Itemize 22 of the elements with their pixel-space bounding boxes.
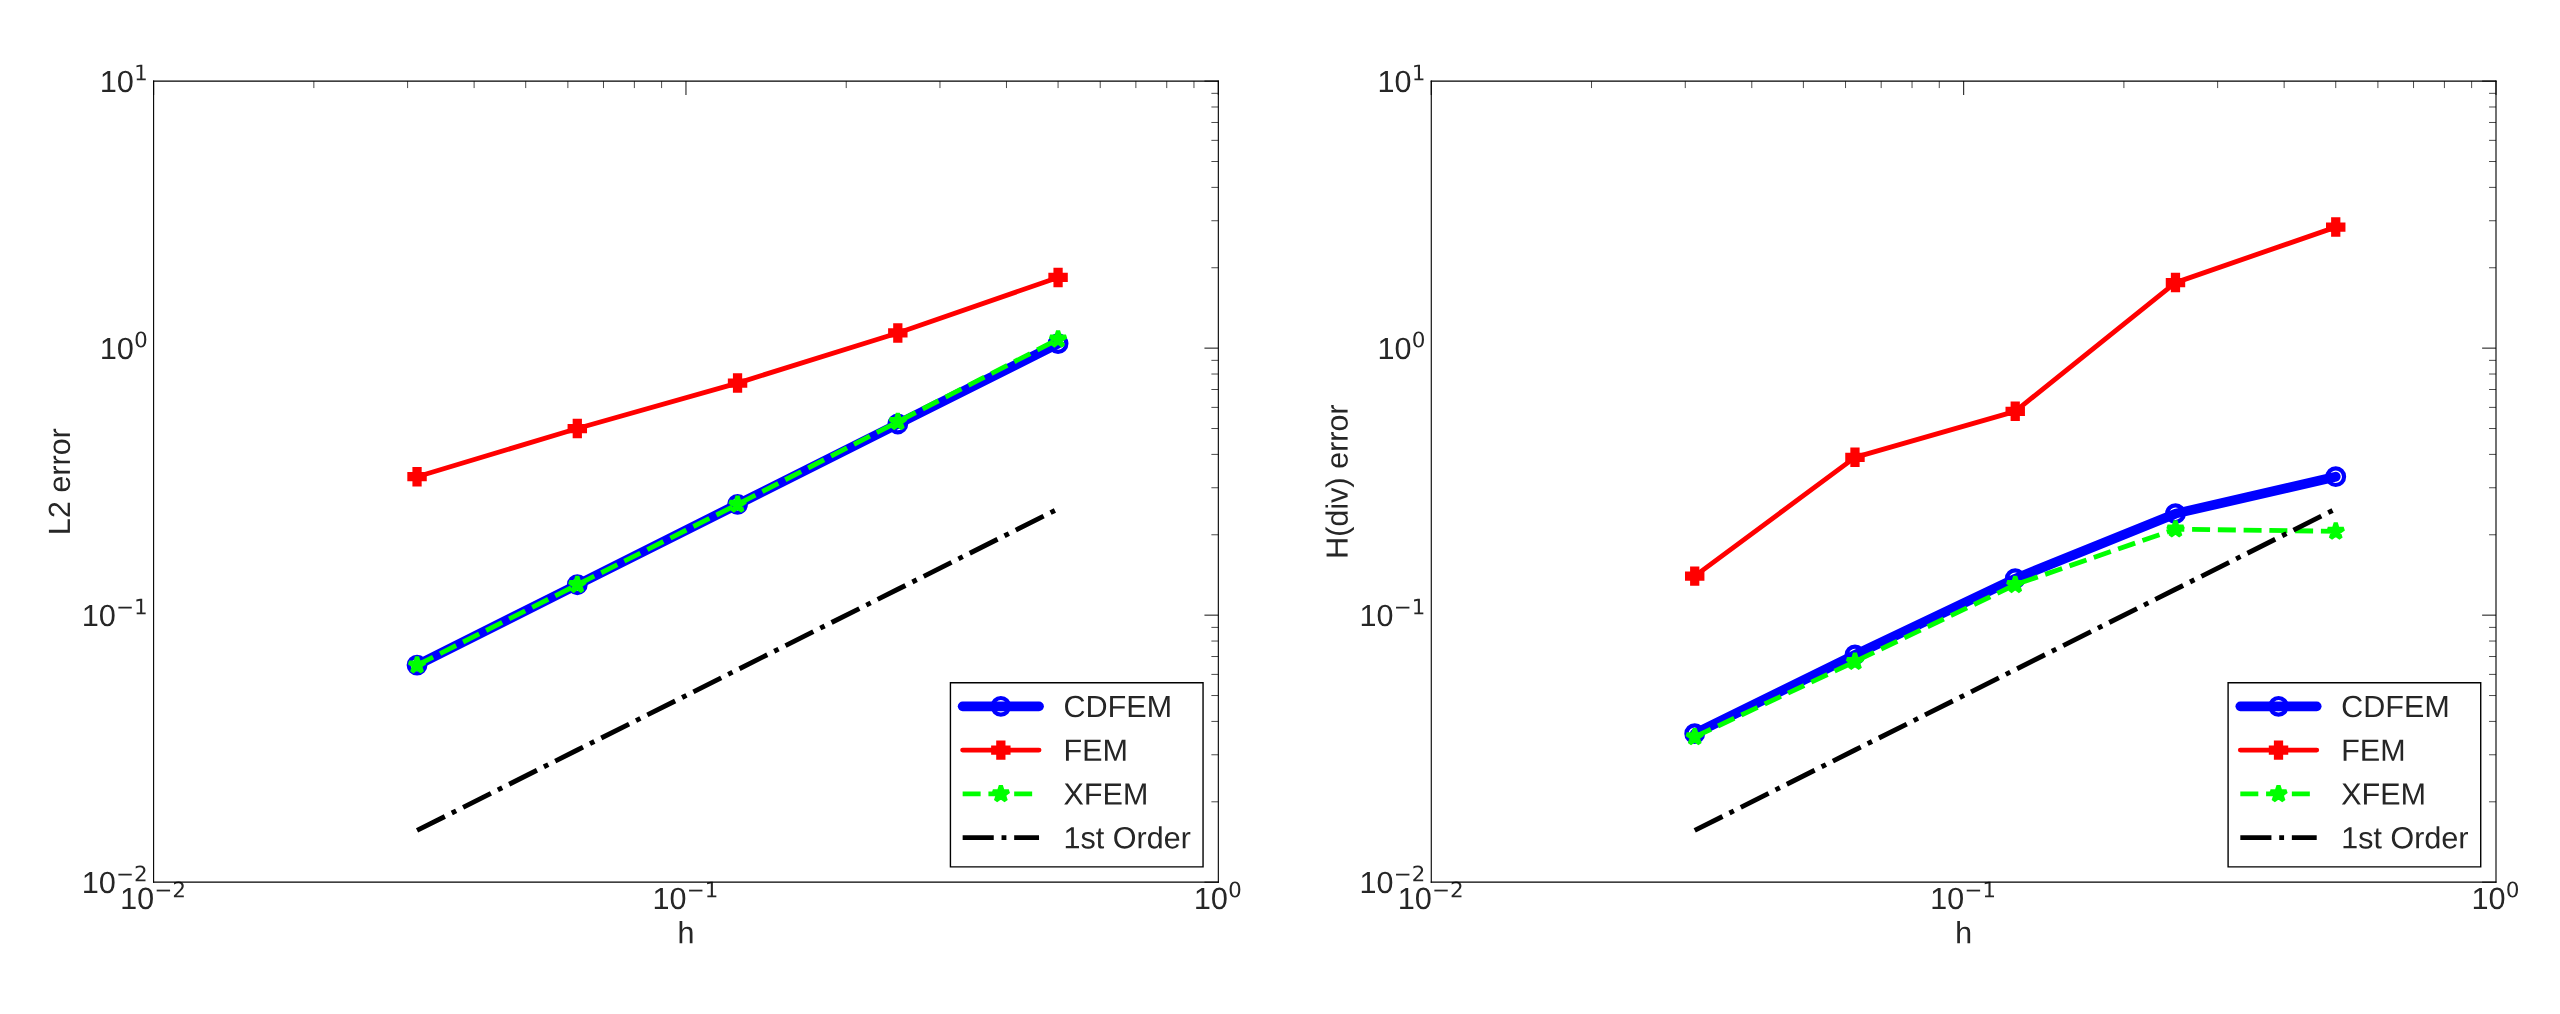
y-tick-label: 10$^{0}$ — [1379, 331, 1424, 360]
x-tick-label: 10$^{−1}$ — [654, 881, 717, 910]
legend-label: 1st Order — [2343, 826, 2468, 849]
legend-label: FEM — [1065, 739, 1126, 761]
legend-label: CDFEM — [1065, 695, 1170, 718]
y-tick-label: 10$^{0}$ — [102, 331, 147, 360]
x-tick-label: 10$^{−1}$ — [1932, 881, 1995, 910]
y-axis-title: H(div) error — [1325, 404, 1354, 557]
legend-label: CDFEM — [2342, 695, 2448, 718]
legend-label: XFEM — [2341, 783, 2424, 805]
y-tick-label: 10$^{1}$ — [1379, 64, 1424, 93]
x-tick-label: 10$^{0}$ — [1196, 881, 1241, 910]
y-tick-label: 10$^{1}$ — [102, 64, 146, 93]
y-tick-label: 10$^{−1}$ — [84, 598, 146, 627]
legend-label: FEM — [2343, 739, 2404, 761]
legend-label: XFEM — [1064, 783, 1146, 805]
legend-label: 1st Order — [1065, 826, 1191, 849]
x-axis-title: h — [1957, 921, 1971, 944]
y-axis-title: L2 error — [48, 428, 71, 533]
x-axis-title: h — [679, 921, 693, 944]
x-tick-label: 10$^{0}$ — [2473, 881, 2519, 910]
y-tick-label: 10$^{−1}$ — [1361, 598, 1424, 627]
